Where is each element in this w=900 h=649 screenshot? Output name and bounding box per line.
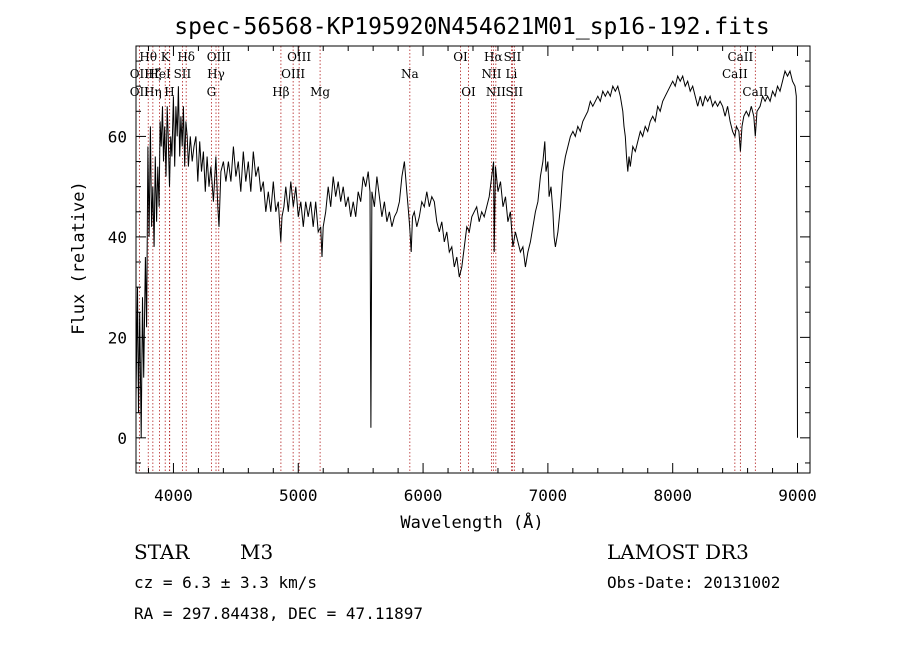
chart-title: spec-56568-KP195920N454621M01_sp16-192.f… [174,14,769,40]
line-label: Hδ [177,50,195,64]
x-tick-label: 4000 [154,486,193,505]
y-tick-label: 60 [108,127,127,146]
line-label: OI [461,85,476,99]
line-label: Hβ [272,85,289,99]
line-label: NII [486,85,506,99]
line-markers [138,46,756,473]
line-label: Hζ [144,67,161,81]
line-label: CaII [722,67,748,81]
line-label: H [164,85,174,99]
line-label: CaII [727,50,753,64]
plot-frame [135,45,811,474]
line-label: OIII [281,67,305,81]
object-subclass: M3 [240,540,273,564]
y-axis-label: Flux (relative) [69,181,89,335]
y-tick-label: 40 [108,228,127,247]
x-tick-label: 5000 [279,486,318,505]
y-tick-label: 20 [108,328,127,347]
spectrum-line [135,69,798,438]
line-label: OI [453,50,468,64]
line-label: Mg [310,85,330,99]
survey-name: LAMOST DR3 [607,540,749,564]
x-axis-ticks: 4000 5000 6000 7000 8000 9000 [147,46,817,505]
line-label: SII [174,67,192,81]
line-label: Li [506,67,518,81]
line-label: Hγ [207,67,225,81]
y-tick-label: 0 [117,429,127,448]
line-label: OIII [207,50,231,64]
obs-date: Obs-Date: 20131002 [607,573,780,592]
line-label: SII [504,50,522,64]
line-label: OII [130,67,150,81]
line-label: Hα [484,50,503,64]
line-label: Hθ [139,50,157,64]
redshift-value: cz = 6.3 ± 3.3 km/s [134,573,317,592]
x-tick-label: 6000 [404,486,443,505]
line-label: SII [505,85,523,99]
line-label: NII [481,67,501,81]
line-label: CaII [742,85,768,99]
x-tick-label: 7000 [529,486,568,505]
line-label: Hη [144,85,162,99]
line-label: OIII [287,50,311,64]
line-label: G [207,85,217,99]
x-tick-label: 9000 [778,486,817,505]
y-axis-ticks: 0 20 40 60 [108,60,810,464]
coordinates: RA = 297.84438, DEC = 47.11897 [134,604,423,623]
line-label: K [161,50,171,64]
x-tick-label: 8000 [653,486,692,505]
line-label: Na [401,67,419,81]
line-label: HeI [148,67,171,81]
line-label: OII [130,85,150,99]
object-class: STAR [134,540,190,564]
x-axis-label: Wavelength (Å) [400,511,543,533]
